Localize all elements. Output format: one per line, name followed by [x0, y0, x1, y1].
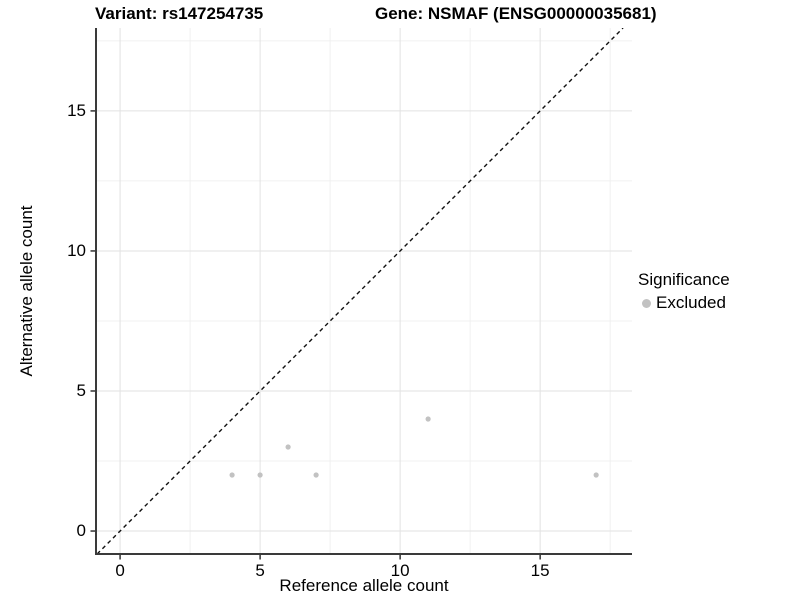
- y-tick-label: 10: [67, 240, 86, 260]
- legend-entry-excluded: Excluded: [638, 293, 730, 313]
- identity-reference-line: [96, 28, 624, 554]
- x-tick-label: 5: [255, 561, 265, 580]
- x-axis-label: Reference allele count: [279, 576, 449, 595]
- y-axis-label: Alternative allele count: [17, 205, 36, 377]
- data-point: [229, 472, 235, 478]
- data-point: [313, 472, 319, 478]
- y-tick-label: 15: [67, 100, 86, 120]
- x-tick-label: 0: [115, 561, 125, 580]
- x-tick-label: 15: [530, 561, 550, 580]
- y-tick-label: 0: [76, 521, 86, 541]
- x-tick-label: 10: [390, 561, 410, 580]
- variant-title: Variant: rs147254735: [95, 4, 264, 23]
- data-point: [593, 472, 599, 478]
- legend-title: Significance: [638, 270, 730, 289]
- excluded-point-icon: [642, 298, 651, 308]
- data-point: [285, 444, 291, 450]
- gene-title: Gene: NSMAF (ENSG00000035681): [375, 4, 657, 23]
- legend: Significance Excluded: [638, 270, 730, 313]
- data-point: [257, 472, 263, 478]
- y-tick-label: 5: [76, 380, 86, 400]
- data-point: [425, 416, 431, 422]
- legend-entry-label: Excluded: [656, 293, 726, 312]
